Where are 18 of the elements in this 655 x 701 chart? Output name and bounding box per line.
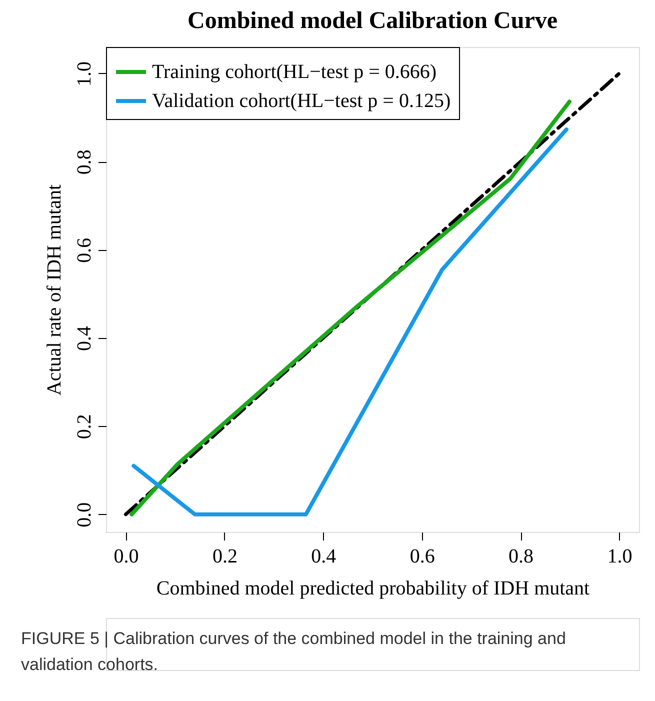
y-tick-label: 0.2 [74,414,96,440]
x-tick-label: 1.0 [607,546,632,568]
x-tick-label: 0.0 [114,546,139,568]
x-tick-label: 0.2 [212,546,238,568]
y-axis-title: Actual rate of IDH mutant [44,184,66,396]
x-tick-label: 0.8 [508,546,534,568]
y-tick-label: 0.4 [74,326,96,351]
y-tick-label: 0.0 [74,502,96,528]
x-axis-title: Combined model predicted probability of IDH mutant [156,578,590,600]
y-tick-label: 1.0 [74,61,96,86]
legend-label: Training cohort(HL−test p = 0.666) [152,61,437,83]
legend-label: Validation cohort(HL−test p = 0.125) [152,90,451,112]
caption: FIGURE 5 | Calibration curves of the combined model in the training and validation cohorts. [21,629,566,674]
y-tick-label: 0.6 [74,238,96,263]
y-tick-label: 0.8 [74,150,96,175]
chart-title: Combined model Calibration Curve [187,8,558,34]
x-tick-label: 0.6 [410,546,435,568]
x-tick-label: 0.4 [311,546,336,568]
